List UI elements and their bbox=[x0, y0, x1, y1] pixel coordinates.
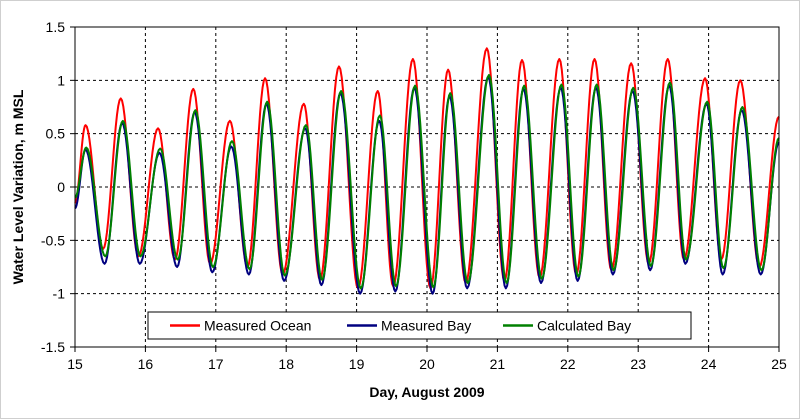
grid-lines bbox=[75, 27, 779, 347]
x-tick-label: 22 bbox=[560, 356, 576, 372]
series-layer bbox=[74, 47, 780, 295]
y-tick-label: -0.5 bbox=[41, 232, 65, 248]
y-tick-label: 0 bbox=[57, 179, 65, 195]
x-tick-label: 19 bbox=[349, 356, 365, 372]
x-tick-label: 15 bbox=[67, 356, 83, 372]
x-tick-label: 21 bbox=[490, 356, 506, 372]
x-tick-label: 25 bbox=[771, 356, 787, 372]
legend-label: Measured Bay bbox=[381, 318, 471, 334]
legend-label: Measured Ocean bbox=[204, 318, 311, 334]
y-axis-title: Water Level Variation, m MSL bbox=[10, 89, 26, 284]
x-tick-label: 18 bbox=[278, 356, 294, 372]
tick-labels: 15 16 17 18 19 20 21 22 23 24 25 1.5 1 0.5 0 -0.5 -1 -1.5 bbox=[41, 19, 787, 372]
x-tick-label: 16 bbox=[138, 356, 154, 372]
x-tick-label: 20 bbox=[419, 356, 435, 372]
x-tick-label: 23 bbox=[630, 356, 646, 372]
axis-ticks bbox=[70, 26, 780, 352]
y-tick-label: -1 bbox=[53, 286, 66, 302]
legend: Measured Ocean Measured Bay Calculated Bay bbox=[147, 311, 692, 340]
legend-label: Calculated Bay bbox=[537, 318, 631, 334]
y-tick-label: -1.5 bbox=[41, 339, 65, 355]
y-tick-label: 1.5 bbox=[46, 19, 66, 35]
x-axis-title: Day, August 2009 bbox=[369, 384, 484, 400]
x-tick-label: 17 bbox=[208, 356, 224, 372]
series-line-calculated-bay bbox=[74, 74, 780, 290]
legend-box bbox=[147, 311, 692, 340]
x-tick-label: 24 bbox=[701, 356, 717, 372]
y-tick-label: 1 bbox=[57, 72, 65, 88]
y-tick-label: 0.5 bbox=[46, 126, 66, 142]
